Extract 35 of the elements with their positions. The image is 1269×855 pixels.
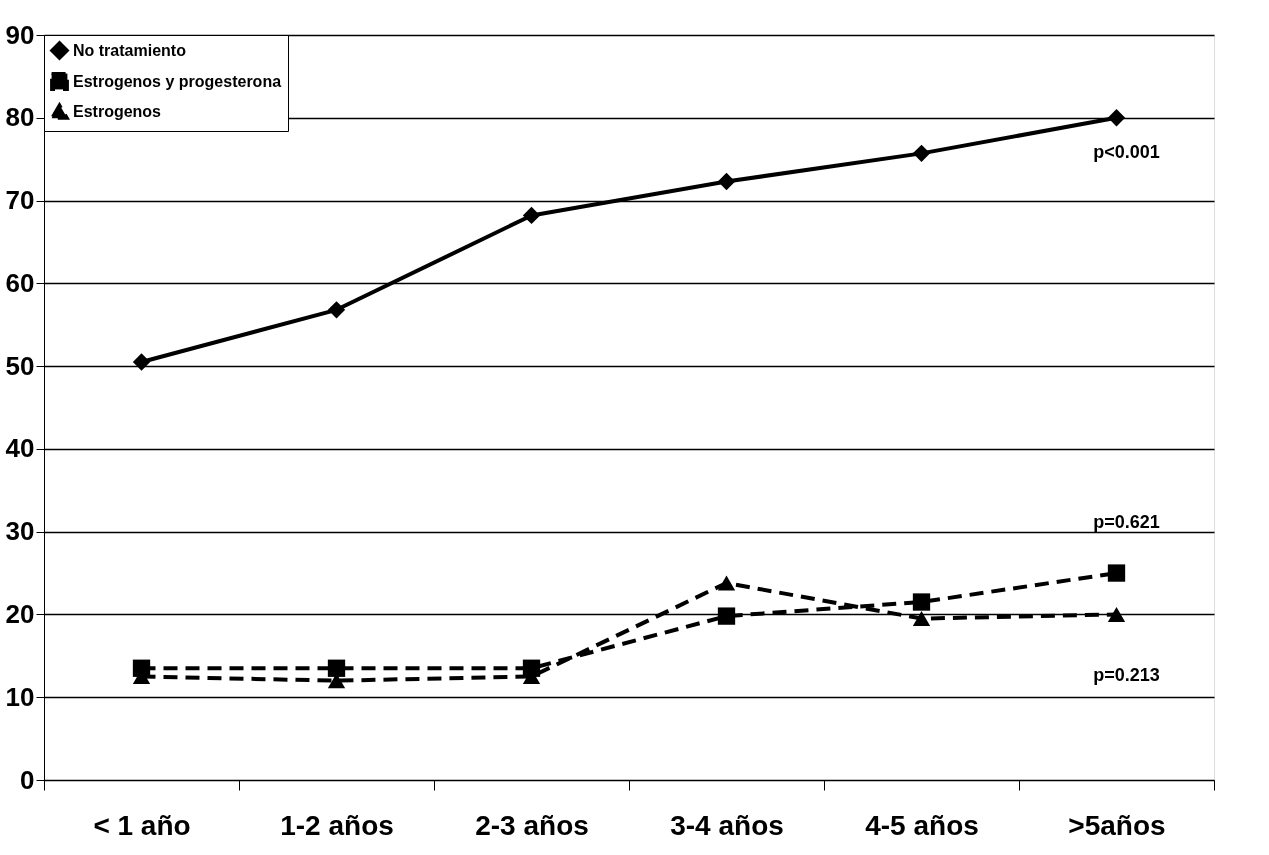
legend-label: No tratamiento (73, 41, 187, 59)
point (132, 353, 151, 371)
annotation: p=0.213 (1093, 665, 1160, 686)
x-tick-label: < 1 año (93, 809, 191, 841)
y-tick-label: 50 (5, 350, 35, 381)
y-tick-label: 70 (5, 185, 35, 216)
legend-label: Estrogenos (73, 102, 162, 120)
point (912, 593, 931, 611)
y-tick-label: 0 (20, 764, 35, 795)
x-tick-label: 3-4 años (670, 809, 784, 841)
y-tick-label: 40 (5, 433, 35, 464)
annotation: p=0.621 (1093, 512, 1160, 533)
point (327, 301, 346, 319)
annotation: p<0.001 (1093, 141, 1160, 162)
point (1107, 564, 1126, 582)
x-tick-label: >5años (1068, 809, 1166, 841)
point (717, 172, 736, 191)
legend-label: Estrogenos y progesterona (73, 72, 282, 90)
point (327, 659, 346, 677)
y-tick-label: 30 (5, 516, 35, 547)
y-tick-label: 10 (5, 681, 35, 712)
point (912, 611, 931, 627)
point (1107, 109, 1126, 127)
point (717, 607, 736, 625)
point (912, 144, 931, 163)
point (522, 206, 541, 225)
y-tick-label: 20 (5, 598, 35, 629)
x-tick-label: 2-3 años (475, 809, 589, 841)
point (717, 575, 736, 591)
y-tick-label: 90 (5, 19, 35, 50)
x-tick-label: 1-2 años (280, 809, 394, 841)
x-tick-label: 4-5 años (865, 809, 979, 841)
y-tick-label: 60 (5, 267, 35, 298)
y-tick-label: 80 (5, 102, 35, 133)
point (1107, 606, 1126, 622)
